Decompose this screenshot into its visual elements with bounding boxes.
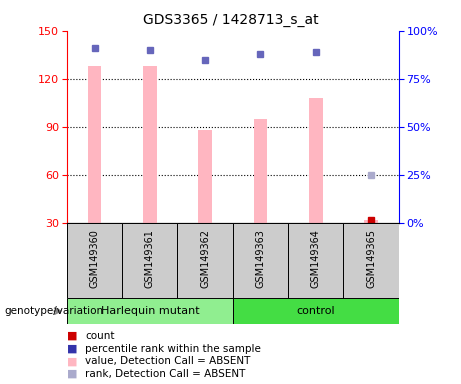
Bar [198, 130, 212, 223]
Text: GSM149364: GSM149364 [311, 229, 321, 288]
Text: percentile rank within the sample: percentile rank within the sample [85, 344, 261, 354]
Text: genotype/variation: genotype/variation [5, 306, 104, 316]
Bar [233, 223, 288, 298]
Text: rank, Detection Call = ABSENT: rank, Detection Call = ABSENT [85, 369, 246, 379]
Text: ■: ■ [67, 356, 77, 366]
Text: value, Detection Call = ABSENT: value, Detection Call = ABSENT [85, 356, 251, 366]
Bar [88, 66, 101, 223]
Text: ■: ■ [67, 344, 77, 354]
Text: GSM149362: GSM149362 [200, 229, 210, 288]
Bar [143, 66, 157, 223]
Bar [343, 223, 399, 298]
Bar [67, 298, 233, 324]
Text: count: count [85, 331, 115, 341]
Text: GSM149365: GSM149365 [366, 229, 376, 288]
Text: GSM149361: GSM149361 [145, 229, 155, 288]
Bar [288, 223, 343, 298]
Bar [122, 223, 177, 298]
Bar [233, 298, 399, 324]
Text: GDS3365 / 1428713_s_at: GDS3365 / 1428713_s_at [143, 13, 318, 27]
Text: GSM149360: GSM149360 [89, 229, 100, 288]
Text: ■: ■ [67, 369, 77, 379]
Bar [177, 223, 233, 298]
Text: ■: ■ [67, 331, 77, 341]
Text: control: control [296, 306, 335, 316]
Bar [364, 220, 378, 223]
Bar [309, 98, 323, 223]
Bar [254, 119, 267, 223]
Bar [67, 223, 122, 298]
Text: Harlequin mutant: Harlequin mutant [100, 306, 199, 316]
Text: GSM149363: GSM149363 [255, 229, 266, 288]
